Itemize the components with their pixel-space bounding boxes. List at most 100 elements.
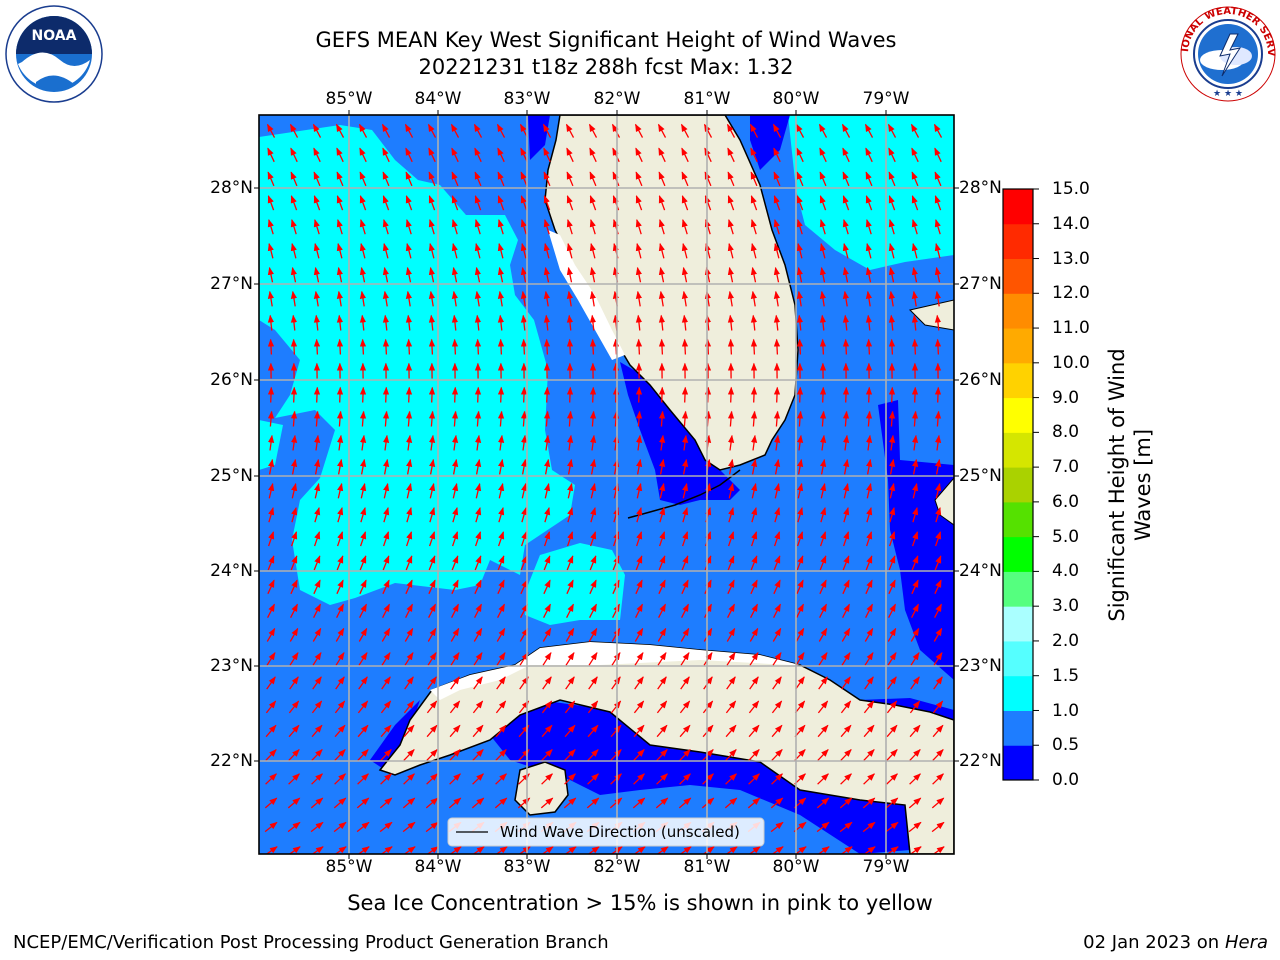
wave-direction-arrow (589, 434, 597, 451)
wave-direction-arrow (725, 773, 737, 785)
wave-direction-arrow (862, 797, 876, 809)
wave-direction-arrow (909, 773, 921, 785)
colorbar-label-line2: Waves [m] (1131, 429, 1155, 541)
wave-direction-arrow (473, 676, 483, 690)
wave-direction-arrow (313, 171, 321, 187)
wave-direction-arrow (382, 266, 389, 283)
wave-direction-arrow (474, 219, 481, 235)
wave-direction-arrow (449, 773, 461, 785)
wave-direction-arrow (472, 700, 484, 714)
wave-direction-arrow (908, 821, 922, 833)
wave-region-cyan-islet (525, 543, 625, 625)
wave-direction-arrow (544, 507, 551, 523)
wave-direction-arrow (934, 555, 942, 571)
wave-direction-arrow (633, 700, 645, 714)
wave-direction-arrow (473, 123, 483, 138)
wave-direction-arrow (267, 242, 274, 259)
wave-direction-arrow (816, 797, 830, 809)
wave-direction-arrow (887, 676, 897, 690)
wave-direction-arrow (382, 219, 389, 235)
wave-direction-arrow (359, 579, 367, 595)
wave-direction-arrow (382, 290, 390, 307)
tick-label: 85°W (325, 857, 373, 877)
wave-direction-arrow (358, 652, 368, 666)
wave-direction-arrow (611, 676, 621, 690)
wave-direction-arrow (289, 627, 299, 642)
wave-direction-arrow (566, 434, 574, 451)
tick-label: 26°N (210, 370, 253, 390)
wave-direction-arrow (934, 531, 942, 547)
colorbar-tick-label: 12.0 (1052, 283, 1090, 304)
wave-direction-arrow (474, 410, 482, 427)
wave-direction-arrow (429, 458, 436, 475)
wave-direction-arrow (359, 338, 367, 355)
wave-direction-arrow (451, 290, 459, 307)
colorbar-segment (1003, 258, 1033, 294)
wave-direction-arrow (451, 147, 459, 163)
wave-direction-arrow (865, 434, 873, 451)
wave-direction-arrow (888, 338, 896, 355)
wave-direction-arrow (842, 266, 849, 283)
wave-direction-arrow (313, 531, 321, 547)
wave-direction-arrow (405, 195, 413, 211)
wave-region-blue-bahamas (878, 400, 954, 680)
wave-direction-arrow (934, 410, 942, 427)
wave-direction-arrow (496, 627, 506, 642)
wave-direction-arrow (797, 507, 804, 523)
wave-direction-arrow (359, 147, 367, 163)
wave-direction-arrow (680, 676, 690, 690)
wave-direction-arrow (817, 773, 829, 785)
wave-direction-arrow (750, 338, 758, 355)
wave-direction-arrow (289, 676, 299, 690)
wave-direction-arrow (911, 242, 918, 259)
wave-direction-arrow (796, 171, 804, 187)
wave-direction-arrow (290, 410, 298, 427)
chart-title-line1: GEFS MEAN Key West Significant Height of… (315, 28, 897, 52)
wave-direction-arrow (267, 410, 275, 427)
wave-direction-arrow (773, 290, 781, 307)
wave-direction-arrow (334, 773, 346, 785)
wave-direction-arrow (497, 579, 505, 595)
wave-direction-arrow (864, 676, 874, 690)
wave-direction-arrow (290, 434, 298, 451)
wave-direction-arrow (727, 531, 735, 547)
wave-direction-arrow (336, 242, 343, 259)
wave-direction-arrow (520, 171, 528, 187)
wave-direction-arrow (750, 195, 758, 211)
wave-direction-arrow (934, 219, 941, 235)
wave-direction-arrow (425, 797, 439, 809)
wave-direction-arrow (681, 147, 689, 163)
wave-direction-arrow (911, 410, 919, 427)
wave-direction-arrow (360, 507, 367, 523)
svg-text:★ ★ ★: ★ ★ ★ (1213, 89, 1243, 99)
wave-direction-arrow (474, 242, 481, 259)
wave-direction-arrow (288, 700, 300, 714)
colorbar-tick-label: 0.5 (1052, 735, 1080, 756)
wave-direction-arrow (474, 579, 482, 595)
wave-direction-arrow (773, 531, 781, 547)
wave-direction-arrow (935, 458, 942, 475)
wave-direction-arrow (566, 314, 574, 331)
wave-direction-arrow (931, 821, 945, 833)
wave-direction-arrow (750, 314, 758, 331)
wave-direction-arrow (681, 242, 688, 259)
wave-direction-arrow (495, 700, 507, 714)
wave-direction-arrow (428, 555, 436, 571)
wave-direction-arrow (658, 266, 665, 283)
wave-direction-arrow (656, 749, 668, 761)
tick-label: 25°N (210, 466, 253, 486)
wave-direction-arrow (819, 386, 827, 403)
wave-direction-arrow (402, 797, 416, 809)
wave-direction-arrow (727, 290, 735, 307)
wave-direction-arrow (636, 507, 643, 523)
wave-direction-arrow (635, 579, 643, 595)
wave-direction-arrow (521, 507, 528, 523)
wave-direction-arrow (382, 410, 390, 427)
wave-direction-arrow (267, 290, 275, 307)
wave-direction-arrow (427, 123, 437, 138)
wave-direction-arrow (889, 482, 896, 499)
wave-direction-arrow (497, 314, 505, 331)
gridlines (259, 115, 954, 854)
wave-direction-arrow (658, 147, 666, 163)
wave-direction-arrow (589, 171, 597, 187)
